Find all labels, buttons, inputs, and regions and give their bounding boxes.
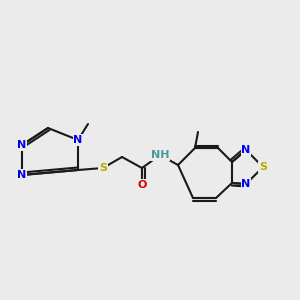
Text: N: N [17,140,27,150]
Text: S: S [99,163,107,173]
Text: S: S [259,162,267,172]
Text: NH: NH [151,150,169,160]
Text: N: N [74,135,82,145]
Text: O: O [137,180,147,190]
Text: N: N [242,145,250,155]
Text: N: N [242,179,250,189]
Text: N: N [17,170,27,180]
